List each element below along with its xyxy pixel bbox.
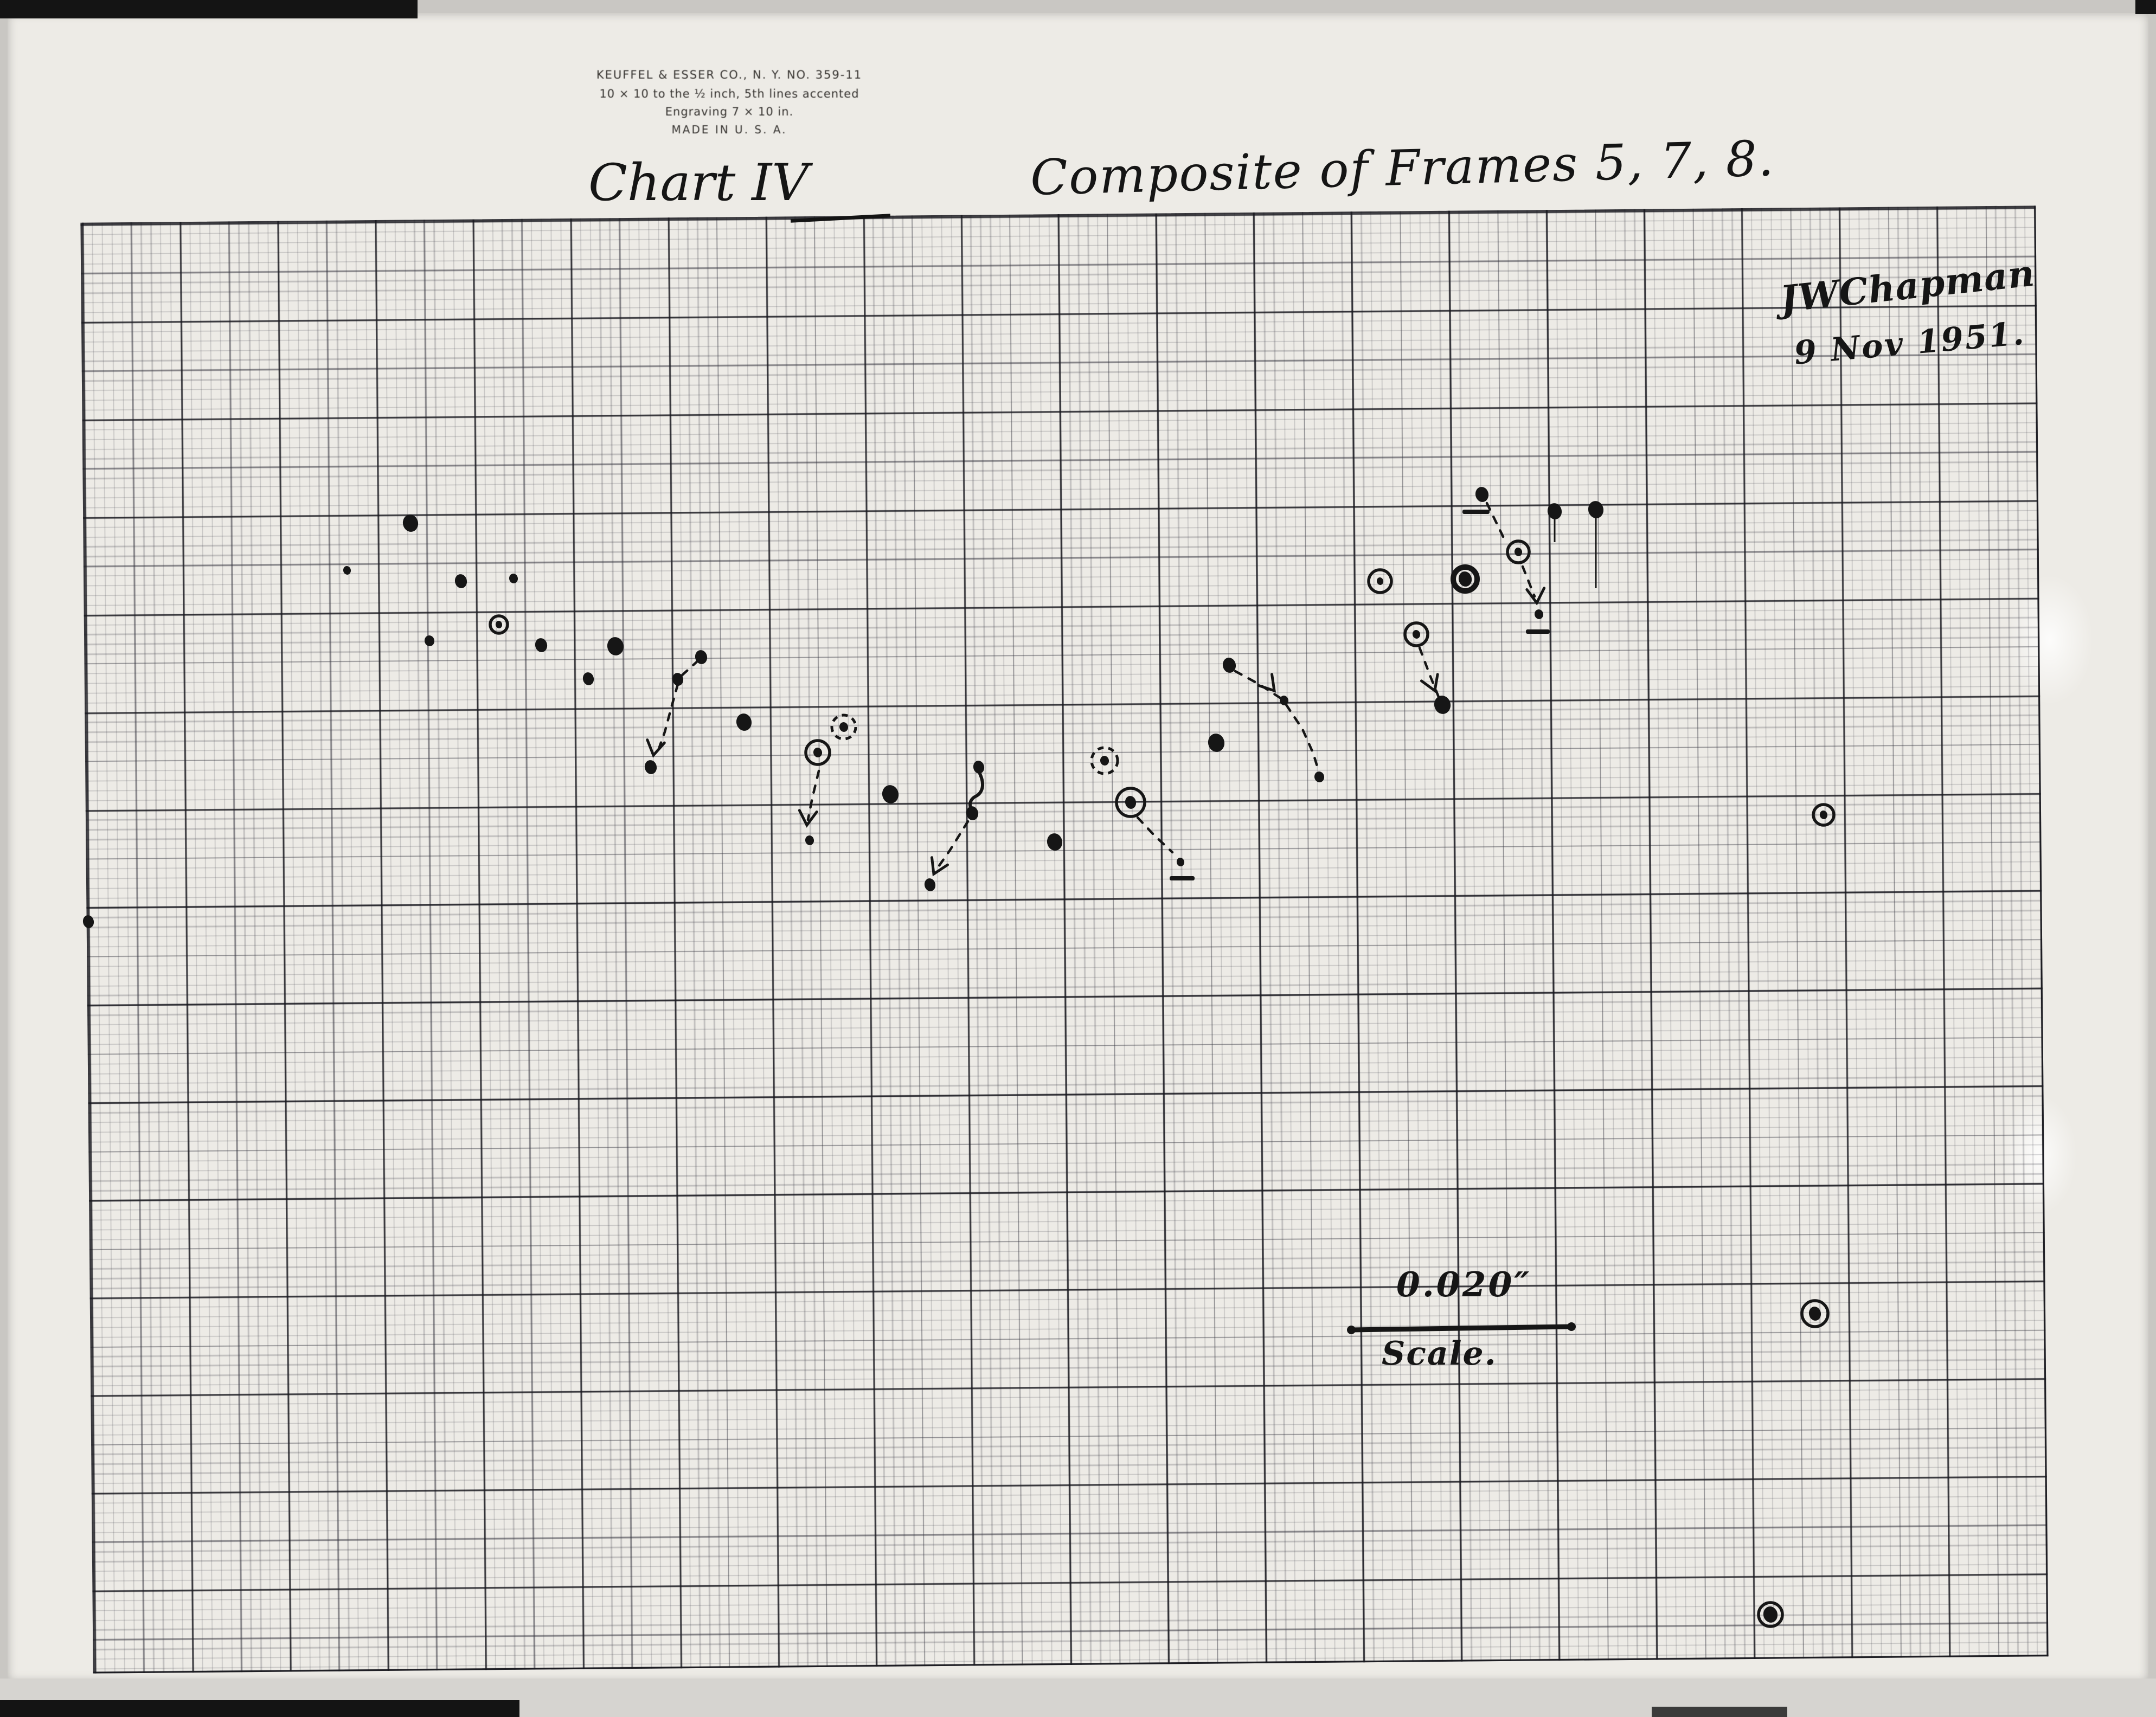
data-point-dot [1222, 658, 1236, 673]
data-point-dot [672, 673, 684, 686]
displacement-trail [679, 659, 700, 678]
data-point-dot [509, 574, 518, 583]
arrowhead [1257, 673, 1276, 693]
data-point-dot [1547, 503, 1562, 519]
data-point-dot [882, 785, 899, 803]
displacement-trail [1521, 565, 1536, 598]
reference-tick [1526, 629, 1550, 634]
data-point-dot [973, 761, 985, 774]
data-point-dot [424, 635, 435, 646]
data-point-circled [1808, 1307, 1821, 1321]
data-point-dot [82, 915, 94, 928]
data-point-dot [402, 515, 419, 532]
data-point-dot [1534, 609, 1544, 619]
data-point-dot [582, 672, 594, 685]
displacement-trail [1234, 670, 1282, 700]
curl-mark [968, 772, 985, 812]
chart-title: Chart IV [588, 153, 809, 213]
data-point-circled [1514, 548, 1523, 556]
made-in-usa: MADE IN U. S. A. [671, 123, 787, 136]
data-point-dashed-circled [1100, 756, 1109, 766]
data-point-circled [1412, 630, 1421, 639]
data-point-dot [1047, 833, 1063, 851]
engraving-spec: Engraving 7 × 10 in. [665, 105, 794, 118]
data-point-dashed-circled [839, 722, 849, 732]
data-point-dot [1475, 487, 1489, 502]
data-point-dot [1208, 734, 1225, 752]
photo-artifact-top-left [0, 0, 418, 18]
data-point-dot [924, 878, 936, 891]
scale-bar [1351, 1324, 1572, 1333]
data-point-dot [1279, 696, 1289, 705]
arrowhead [646, 738, 666, 758]
photo-artifact-bottom-right [1652, 1707, 1787, 1717]
data-point-circled [495, 621, 503, 628]
displacement-trail [1485, 501, 1505, 538]
reference-tick [1462, 510, 1490, 514]
data-point-dot [535, 638, 548, 652]
manufacturer-label: KEUFFEL & ESSER CO., N. Y. NO. 359-11 10… [540, 68, 919, 136]
displacement-trail [658, 683, 679, 749]
grid-spec: 10 × 10 to the ½ inch, 5th lines accente… [599, 87, 859, 100]
data-point-dot [454, 574, 467, 588]
data-point-circled [1763, 1606, 1778, 1623]
data-point-circled [813, 748, 823, 757]
data-point-dot [1588, 501, 1604, 518]
reference-tick [1170, 876, 1195, 880]
data-point-circled [1376, 577, 1384, 585]
data-point-dot [805, 835, 814, 845]
data-point-dot [1434, 696, 1451, 714]
arrowhead [930, 856, 949, 877]
arrowhead [798, 809, 818, 828]
data-point-dot [644, 760, 657, 774]
scale-label: Scale. [1382, 1335, 1497, 1373]
displacement-trail [1136, 816, 1174, 854]
data-point-circled [1125, 796, 1137, 809]
data-point-dot [607, 637, 624, 655]
scale-value: 0.020″ [1396, 1264, 1532, 1304]
arrowhead [1525, 587, 1546, 606]
data-point-bullseye [1458, 571, 1472, 587]
data-point-dot [343, 566, 351, 575]
manufacturer-name: KEUFFEL & ESSER CO., N. Y. NO. 359-11 [596, 68, 863, 81]
displacement-trail [1285, 703, 1320, 771]
data-point-dot [736, 713, 752, 731]
data-point-dot [1314, 771, 1325, 782]
photo-artifact-bottom-left [0, 1700, 519, 1717]
photo-artifact-top-right [2135, 0, 2156, 14]
displacement-trail [933, 820, 970, 873]
arrowhead [1420, 673, 1439, 693]
displacement-trail [1418, 646, 1441, 700]
data-point-dot [1176, 858, 1185, 866]
data-point-circled [1819, 811, 1828, 819]
